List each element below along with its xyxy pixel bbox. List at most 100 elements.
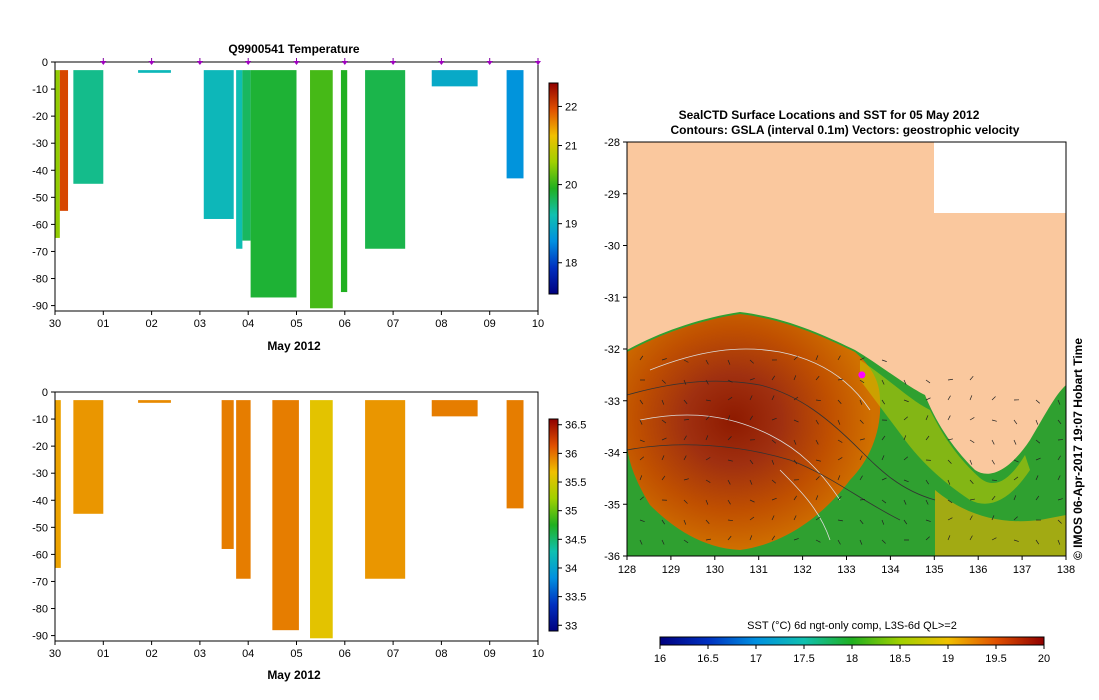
sst-colorbar-tick-label: 20 xyxy=(1038,653,1050,665)
velocity-vector xyxy=(969,535,973,541)
velocity-vector xyxy=(969,498,975,501)
velocity-vector xyxy=(837,399,842,405)
gsla-contour xyxy=(779,469,831,541)
velocity-vector xyxy=(903,519,908,525)
y-tick-label: -80 xyxy=(32,604,48,616)
velocity-vector xyxy=(749,395,753,401)
velocity-vector xyxy=(1013,459,1019,463)
colorbar-tick-label: 35 xyxy=(565,506,577,518)
velocity-vector xyxy=(639,456,645,461)
profile-column xyxy=(73,400,104,514)
velocity-vector xyxy=(1057,475,1061,481)
velocity-vector xyxy=(881,539,886,544)
velocity-vector xyxy=(815,476,820,481)
map-x-tick-label: 138 xyxy=(1057,564,1075,576)
profile-time-marker-head xyxy=(196,61,203,65)
velocity-vector xyxy=(881,499,887,504)
velocity-vector xyxy=(771,497,777,501)
velocity-vector xyxy=(793,495,797,501)
x-tick-label: 10 xyxy=(532,318,544,330)
velocity-vector xyxy=(793,396,799,401)
map-y-tick-label: -28 xyxy=(604,137,620,149)
sea-surface-warm xyxy=(627,314,881,550)
velocity-vector xyxy=(837,539,841,545)
velocity-vector xyxy=(749,459,754,465)
velocity-vector xyxy=(837,419,841,425)
profile-column xyxy=(506,70,524,179)
velocity-vector xyxy=(683,435,687,441)
temperature-profiles xyxy=(55,70,524,309)
map-y-tick-label: -29 xyxy=(604,189,620,201)
y-tick-label: -20 xyxy=(32,111,48,123)
velocity-vector xyxy=(749,479,753,485)
velocity-vector xyxy=(727,479,731,485)
profile-time-marker-head xyxy=(438,61,445,65)
gsla-contour xyxy=(649,348,871,411)
velocity-vector xyxy=(859,539,863,545)
x-tick-label: 06 xyxy=(339,648,351,660)
profile-column xyxy=(365,70,406,249)
velocity-vector xyxy=(661,539,665,545)
velocity-vector xyxy=(683,399,688,405)
sst-colorbar xyxy=(659,636,1045,646)
profile-column xyxy=(236,70,243,249)
velocity-vector xyxy=(727,519,734,522)
colorbar-tick-label: 35.5 xyxy=(565,477,586,489)
velocity-vector xyxy=(815,439,819,445)
velocity-vector xyxy=(683,379,687,385)
velocity-vector xyxy=(903,479,909,483)
sst-colorbar-label: SST (°C) 6d ngt-only comp, L3S-6d QL>=2 xyxy=(747,620,957,632)
velocity-vector xyxy=(1013,539,1019,542)
x-tick-label: 05 xyxy=(290,318,302,330)
x-tick-label: 09 xyxy=(484,648,496,660)
velocity-vector xyxy=(793,515,797,521)
y-tick-label: -80 xyxy=(32,274,48,286)
x-tick-label: 01 xyxy=(97,648,109,660)
velocity-vector xyxy=(1035,539,1040,545)
map-x-tick-label: 133 xyxy=(837,564,855,576)
profile-time-marker-head xyxy=(148,61,155,65)
colorbar-tick-label: 33 xyxy=(565,620,577,632)
no-data-region xyxy=(934,142,1066,213)
velocity-vector xyxy=(859,519,864,525)
velocity-vector xyxy=(991,537,997,541)
velocity-vector xyxy=(705,538,711,541)
x-tick-label: 07 xyxy=(387,318,399,330)
velocity-vector xyxy=(925,379,931,384)
sst-colorbar-tick-label: 18 xyxy=(846,653,858,665)
map-x-tick-label: 129 xyxy=(662,564,680,576)
velocity-vector xyxy=(771,479,777,484)
velocity-vector xyxy=(661,519,666,525)
velocity-vector xyxy=(881,359,887,362)
velocity-vector xyxy=(991,439,995,445)
velocity-vector xyxy=(705,457,711,461)
y-tick-label: -10 xyxy=(32,84,48,96)
velocity-vector xyxy=(815,539,821,543)
velocity-vector xyxy=(639,355,644,361)
velocity-vector xyxy=(903,399,909,403)
velocity-vector xyxy=(639,439,645,443)
velocity-vector xyxy=(859,475,863,481)
velocity-vector xyxy=(1057,539,1061,545)
velocity-vector xyxy=(705,499,709,505)
y-tick-label: 0 xyxy=(42,57,48,69)
map-x-tick-label: 130 xyxy=(706,564,724,576)
velocity-vector xyxy=(815,419,819,425)
map-axes: 128 129 130 131 132 133 134 135 136 137 138 -28 -29 -… xyxy=(604,137,1075,576)
velocity-vector xyxy=(683,419,690,421)
y-tick-label: -70 xyxy=(32,576,48,588)
map-y-tick-label: -34 xyxy=(604,448,620,460)
profile-column xyxy=(506,400,524,509)
y-tick-label: -40 xyxy=(32,495,48,507)
profile-column xyxy=(340,70,348,293)
x-tick-label: 06 xyxy=(339,318,351,330)
velocity-vector xyxy=(947,395,951,401)
profile-column xyxy=(431,400,478,417)
velocity-vector xyxy=(837,519,843,522)
x-tick-label: 04 xyxy=(242,318,254,330)
sst-colorbar-tick-label: 19 xyxy=(942,653,954,665)
seal-location-marker xyxy=(858,371,866,379)
velocity-vector xyxy=(1035,475,1039,481)
velocity-vector xyxy=(705,435,709,441)
velocity-vector xyxy=(947,535,951,541)
